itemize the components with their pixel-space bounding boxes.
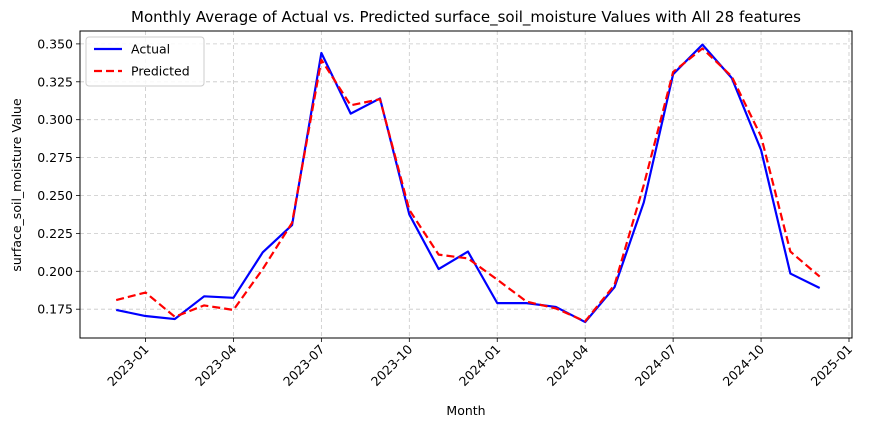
x-tick-label: 2025-01 bbox=[808, 342, 856, 390]
x-tick-label: 2023-01 bbox=[104, 342, 152, 390]
y-tick-label: 0.250 bbox=[37, 188, 73, 203]
legend-label-actual: Actual bbox=[131, 42, 170, 57]
y-tick-label: 0.350 bbox=[37, 36, 73, 51]
y-tick-label: 0.175 bbox=[37, 302, 73, 317]
x-tick-label: 2023-07 bbox=[280, 342, 328, 390]
legend-label-predicted: Predicted bbox=[131, 64, 190, 79]
plot-frame bbox=[79, 30, 853, 339]
legend: Actual Predicted bbox=[85, 36, 205, 87]
y-tick-label: 0.200 bbox=[37, 264, 73, 279]
x-axis-label: Month bbox=[446, 403, 485, 418]
y-axis: 0.175 0.200 0.225 0.250 0.275 0.300 0.325 0.350 bbox=[37, 36, 80, 317]
x-tick-label: 2024-01 bbox=[456, 342, 504, 390]
series-lines bbox=[115, 43, 821, 324]
y-tick-label: 0.300 bbox=[37, 112, 73, 127]
x-tick-label: 2024-07 bbox=[632, 342, 680, 390]
x-axis: 2023-01 2023-04 2023-07 2023-10 2024-01 2024-… bbox=[104, 338, 855, 389]
y-tick-label: 0.275 bbox=[37, 150, 73, 165]
series-line-predicted bbox=[115, 47, 821, 323]
x-tick-label: 2023-10 bbox=[368, 341, 416, 389]
y-tick-label: 0.325 bbox=[37, 74, 73, 89]
y-tick-label: 0.225 bbox=[37, 226, 73, 241]
series-line-actual bbox=[115, 43, 821, 324]
y-axis-label: surface_soil_moisture Value bbox=[9, 98, 24, 272]
chart-title: Monthly Average of Actual vs. Predicted … bbox=[131, 8, 801, 27]
x-tick-label: 2023-04 bbox=[192, 341, 240, 389]
x-tick-label: 2024-10 bbox=[720, 341, 768, 389]
x-tick-label: 2024-04 bbox=[544, 341, 592, 389]
